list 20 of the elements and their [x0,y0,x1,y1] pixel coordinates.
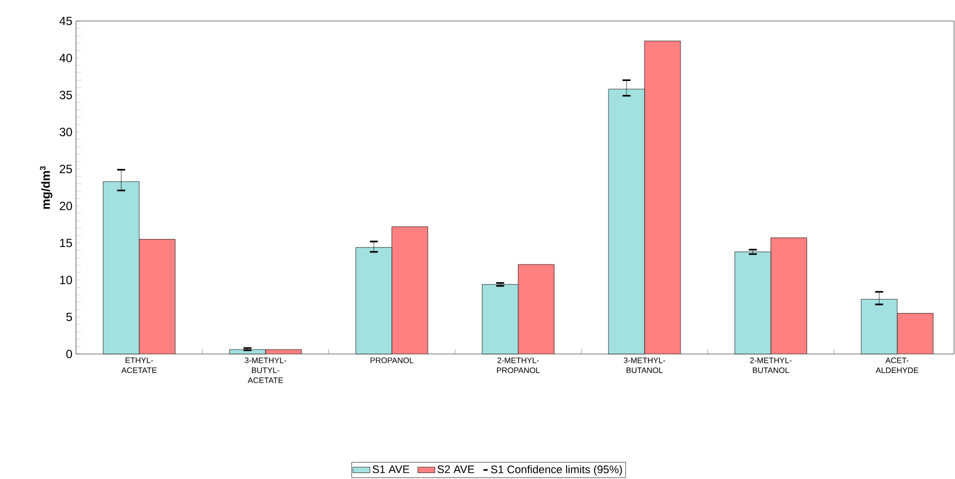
bar [770,238,808,354]
y-tick-label: 25 [60,164,72,174]
y-tick-label: 40 [59,54,72,62]
y-tick-label: 45 [59,16,72,26]
y-tick-label: 30 [60,128,72,136]
y-tick-label: 35 [60,90,72,100]
legend-label: S2 AVE [438,465,474,474]
bar [392,226,428,354]
y-tick-label: 5 [66,312,72,322]
legend-label: S1 AVE [372,465,410,474]
y-axis-title: mg/dm$^{3}$ [40,166,52,209]
bar [896,313,934,354]
y-tick-label: 15 [60,238,72,248]
bar [518,264,554,354]
y-tick-label: 10 [60,276,72,284]
bar [644,40,681,354]
bar [138,239,176,354]
text: S1 Confidence limits (95%) [490,465,622,476]
y-tick-label: 0 [66,350,72,358]
y-tick-label: 20 [60,202,72,210]
